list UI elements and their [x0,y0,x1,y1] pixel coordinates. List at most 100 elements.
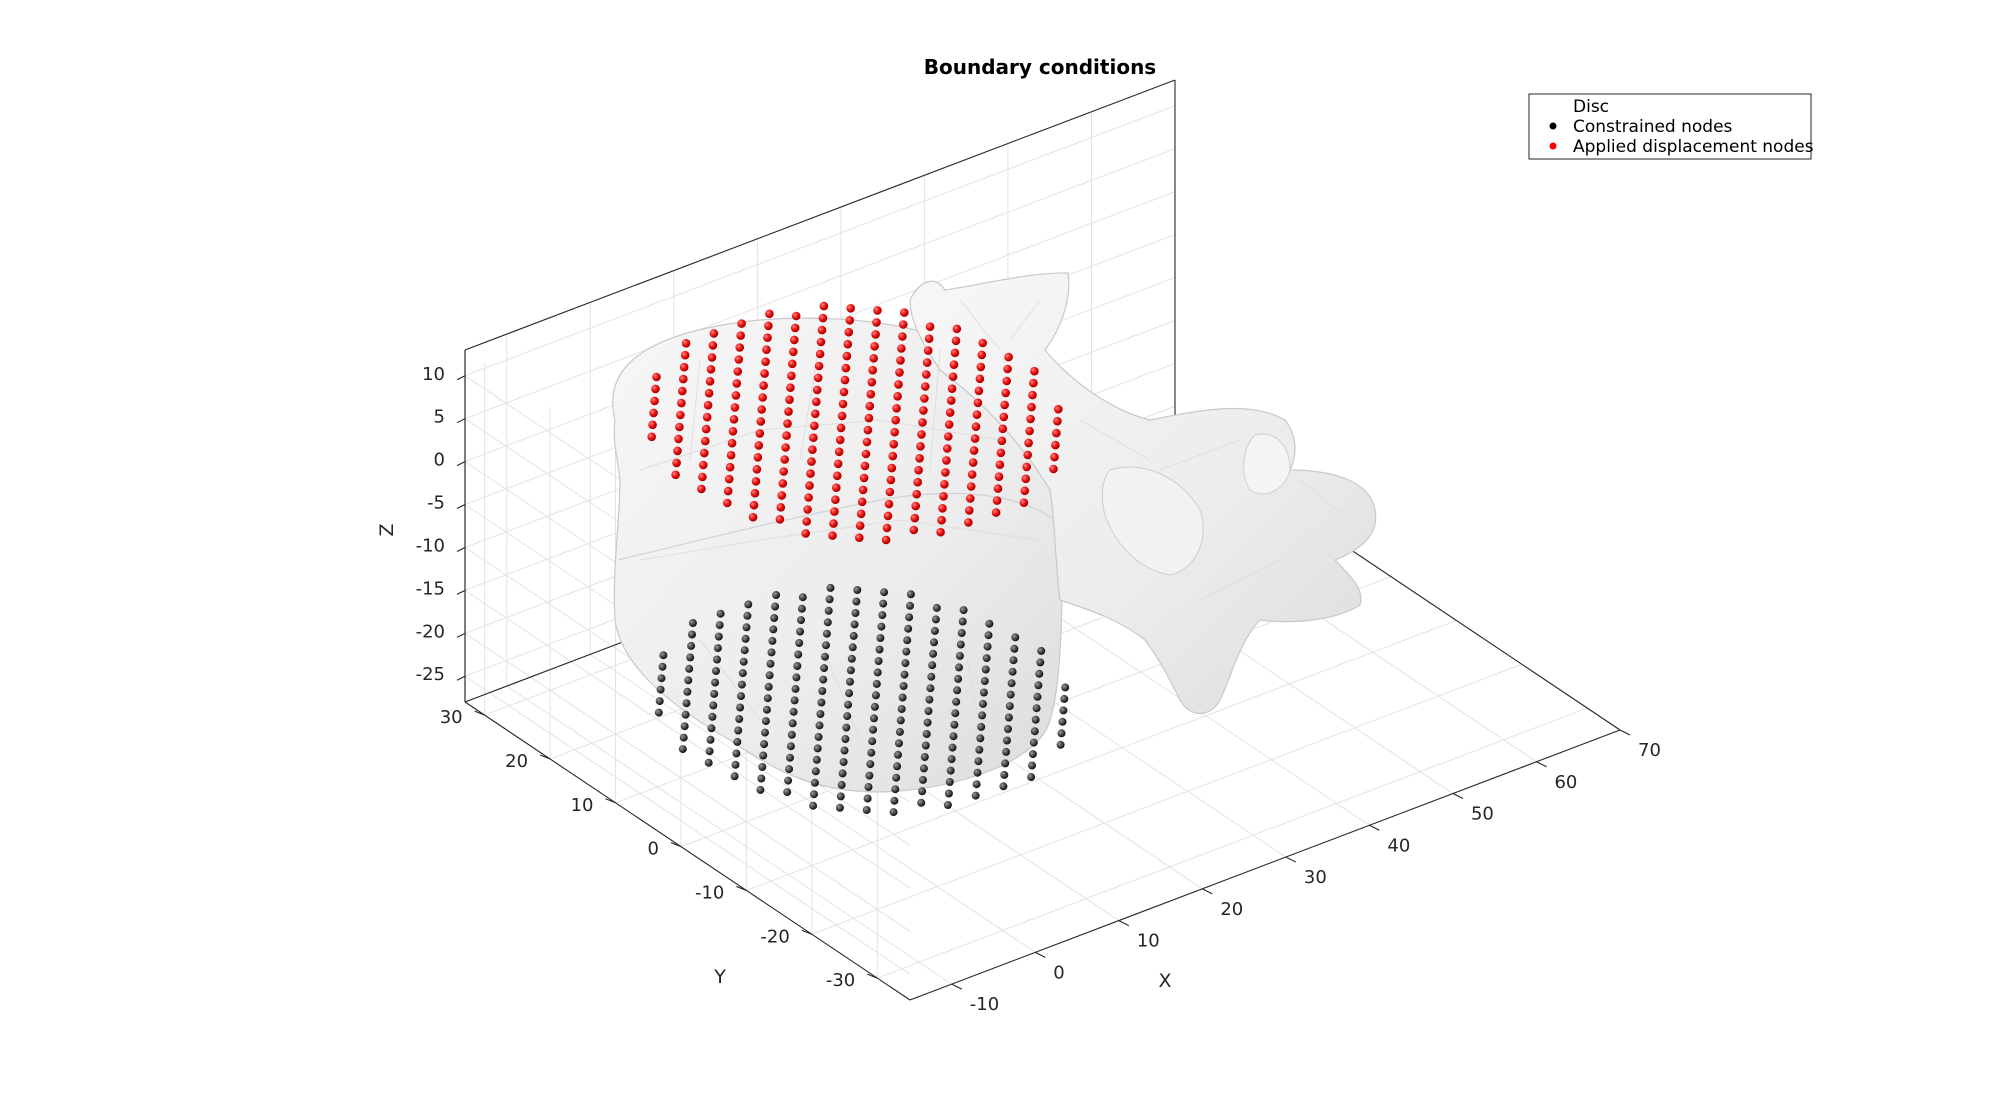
constrained-node [798,593,807,602]
constrained-node [740,646,749,655]
constrained-node [902,647,911,656]
constrained-node [1037,646,1046,655]
applied-displacement-node [829,519,838,528]
applied-displacement-node [999,412,1009,422]
applied-displacement-node [886,475,896,485]
constrained-node [841,735,850,743]
constrained-node [1002,747,1011,756]
constrained-node [846,677,854,686]
applied-displacement-node [892,404,901,413]
applied-displacement-node [1030,366,1039,376]
applied-displacement-node [862,437,872,447]
constrained-node [764,682,773,691]
applied-displacement-node [941,468,950,477]
applied-displacement-node [834,447,844,457]
constrained-node [898,693,907,702]
constrained-node [1006,690,1015,699]
applied-displacement-node [976,362,986,372]
applied-displacement-node [837,411,847,421]
constrained-node [793,662,802,670]
constrained-node [761,717,770,726]
z-tick-label: -5 [427,493,445,514]
constrained-node [744,600,753,609]
constrained-node [932,603,941,612]
applied-displacement-node [952,324,962,334]
constrained-node [893,762,902,771]
constrained-node [1034,681,1043,690]
constrained-node [1008,667,1017,676]
y-tick-label: -10 [695,882,724,903]
x-tick-label: 70 [1638,740,1661,761]
constrained-node [945,778,954,786]
applied-displacement-node [754,441,764,450]
constrained-node [946,766,955,775]
applied-displacement-node [758,393,767,402]
y-axis-label: Y [713,966,726,988]
z-tick-label: -15 [416,578,445,599]
constrained-node [684,676,693,685]
applied-displacement-node [940,480,949,489]
applied-displacement-node [946,396,956,405]
applied-displacement-node [700,448,709,458]
applied-displacement-node [972,410,982,420]
constrained-node [789,707,798,716]
constrained-node [688,619,697,627]
constrained-node [1056,740,1065,749]
x-tick-label: 30 [1304,867,1327,888]
mesh-edge [959,619,981,731]
constrained-node [980,677,989,685]
applied-displacement-node [701,436,710,446]
constrained-node [770,614,779,622]
applied-displacement-node [679,374,688,384]
constrained-node [1061,683,1070,692]
constrained-node [711,678,720,687]
applied-displacement-node [819,301,829,311]
constrained-node [900,670,909,679]
applied-displacement-node [893,392,902,401]
constrained-node [826,583,835,592]
constrained-node [896,716,905,725]
constrained-node [949,732,958,741]
applied-displacement-node [919,406,928,415]
constrained-node [875,645,884,654]
applied-displacement-node [991,508,1001,517]
applied-displacement-node [1024,438,1033,448]
applied-displacement-node [775,515,785,524]
constrained-node [844,700,853,709]
applied-displacement-node [732,379,742,388]
mesh-edge [799,339,821,461]
constrained-node [657,674,666,683]
constrained-node [738,669,747,678]
constrained-node [1028,750,1037,759]
applied-displacement-node [777,491,787,500]
y-tick-label: -20 [760,926,789,947]
legend-label-applied: Applied displacement nodes [1573,137,1814,157]
constrained-node [977,722,986,731]
mesh-edge [959,299,1001,351]
constrained-node [948,743,957,752]
constrained-node [947,755,956,764]
constrained-node [819,675,828,684]
constrained-node [919,775,927,784]
applied-displacement-node [783,419,792,428]
constrained-node [786,753,794,762]
applied-displacement-node [974,386,984,396]
applied-displacement-node [706,365,716,374]
constrained-node [839,758,848,766]
applied-displacement-node [889,439,898,449]
applied-displacement-node [830,507,839,516]
applied-displacement-node [899,320,908,329]
constrained-node [889,808,898,817]
constrained-node [814,732,823,741]
applied-displacement-node [779,467,788,476]
applied-displacement-node [896,356,905,365]
applied-displacement-node [995,460,1005,470]
z-tick-label: 0 [434,450,445,471]
applied-displacement-node [678,386,687,396]
constrained-node [1060,694,1069,703]
applied-displacement-node [865,401,875,411]
applied-displacement-node [1019,498,1029,508]
constrained-node [955,663,963,672]
constrained-node [921,741,930,750]
applied-displacement-node [751,477,761,486]
